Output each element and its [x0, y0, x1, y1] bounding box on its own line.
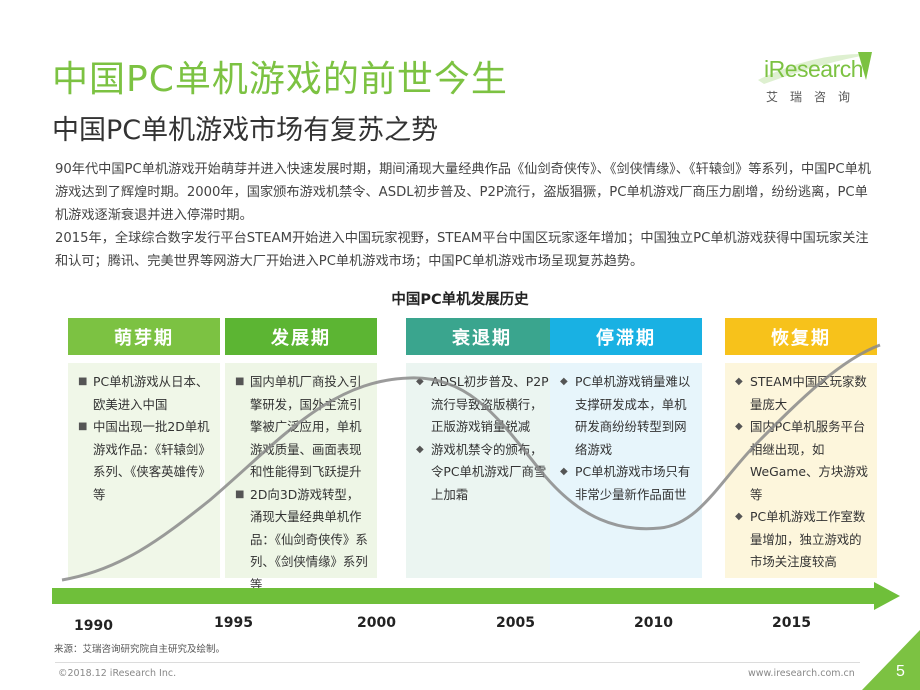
stage-item-text: PC单机游戏从日本、欧美进入中国 — [93, 374, 209, 412]
year-label: 2010 — [634, 615, 673, 631]
diamond-bullet-icon: ◆ — [735, 376, 743, 387]
page-corner-decoration — [862, 630, 920, 690]
stage-item: ◆ PC单机游戏销量难以支撑研发成本，单机研发商纷纷转型到网络游戏 — [558, 371, 696, 461]
page-number: 5 — [896, 663, 905, 680]
stage-header: 萌芽期 — [68, 318, 220, 355]
chart-title: 中国PC单机发展历史 — [391, 292, 529, 308]
stage-item-text: PC单机游戏市场只有非常少量新作品面世 — [575, 464, 691, 502]
stage-item: ◆ 国内PC单机服务平台相继出现，如WeGame、方块游戏等 — [733, 416, 871, 506]
stage-header: 恢复期 — [725, 318, 877, 355]
square-bullet-icon: ■ — [78, 376, 88, 387]
diamond-bullet-icon: ◆ — [735, 511, 743, 522]
source-note: 来源：艾瑞咨询研究院自主研究及绘制。 — [54, 644, 226, 655]
stage-item: ◆ STEAM中国区玩家数量庞大 — [733, 371, 871, 416]
footer-copyright: ©2018.12 iResearch Inc. — [58, 668, 177, 679]
logo-swoosh-icon — [758, 52, 872, 84]
year-label: 2015 — [772, 615, 811, 631]
page-subtitle: 中国PC单机游戏市场有复苏之势 — [52, 115, 439, 146]
timeline-arrow — [52, 582, 900, 610]
stage-item: ■ 中国出现一批2D单机游戏作品：《轩辕剑》系列、《侠客英雄传》等 — [76, 416, 214, 506]
stage-item-text: 国内单机厂商投入引擎研发，国外主流引擎被广泛应用，单机游戏质量、画面表现和性能得… — [250, 374, 362, 479]
page-title: 中国PC单机游戏的前世今生 — [52, 59, 508, 100]
stage-item-text: ADSL初步普及、P2P流行导致盗版横行，正版游戏销量锐减 — [431, 374, 549, 434]
stage-item-text: 2D向3D游戏转型，涌现大量经典单机作品：《仙剑奇侠传》系列、《剑侠情缘》系列等 — [250, 486, 368, 592]
year-label: 1995 — [214, 615, 253, 631]
diamond-bullet-icon: ◆ — [560, 376, 568, 387]
diamond-bullet-icon: ◆ — [735, 421, 743, 432]
stage-item-text: 游戏机禁令的颁布，令PC单机游戏厂商雪上加霜 — [431, 441, 547, 502]
stage-header: 停滞期 — [550, 318, 702, 355]
stage-item-text: PC单机游戏销量难以支撑研发成本，单机研发商纷纷转型到网络游戏 — [575, 374, 691, 457]
diamond-bullet-icon: ◆ — [416, 376, 424, 387]
intro-text: 90年代中国PC单机游戏开始萌芽并进入快速发展时期，期间涌现大量经典作品《仙剑奇… — [55, 158, 875, 273]
intro-paragraph-2: 2015年，全球综合数字发行平台STEAM开始进入中国玩家视野，STEAM平台中… — [55, 231, 869, 269]
stage-box: ◆ PC单机游戏销量难以支撑研发成本，单机研发商纷纷转型到网络游戏 ◆ PC单机游戏市… — [550, 363, 702, 578]
year-label: 2005 — [496, 615, 535, 631]
logo-wordmark: iResearch — [764, 56, 864, 82]
stage-item-text: 国内PC单机服务平台相继出现，如WeGame、方块游戏等 — [750, 419, 868, 502]
stage-item: ◆ ADSL初步普及、P2P流行导致盗版横行，正版游戏销量锐减 — [414, 371, 552, 439]
stage-item: ■ 2D向3D游戏转型，涌现大量经典单机作品：《仙剑奇侠传》系列、《剑侠情缘》系列… — [233, 484, 371, 597]
stage-item-text: STEAM中国区玩家数量庞大 — [750, 374, 867, 412]
diamond-bullet-icon: ◆ — [560, 466, 568, 477]
stage-item: ◆ PC单机游戏市场只有非常少量新作品面世 — [558, 461, 696, 506]
stage-item: ■ PC单机游戏从日本、欧美进入中国 — [76, 371, 214, 416]
stage-header: 发展期 — [225, 318, 377, 355]
stage-item-text: PC单机游戏工作室数量增加，独立游戏的市场关注度较高 — [750, 509, 866, 569]
stage-box: ◆ STEAM中国区玩家数量庞大 ◆ 国内PC单机服务平台相继出现，如WeGame、方… — [725, 363, 877, 578]
logo-chinese: 艾瑞咨询 — [766, 90, 863, 104]
stage-box: ◆ ADSL初步普及、P2P流行导致盗版横行，正版游戏销量锐减 ◆ 游戏机禁令的颁布，… — [406, 363, 558, 578]
intro-paragraph-1: 90年代中国PC单机游戏开始萌芽并进入快速发展时期，期间涌现大量经典作品《仙剑奇… — [55, 162, 871, 223]
stage-box: ■ 国内单机厂商投入引擎研发，国外主流引擎被广泛应用，单机游戏质量、画面表现和性能… — [225, 363, 377, 592]
stage-item: ◆ 游戏机禁令的颁布，令PC单机游戏厂商雪上加霜 — [414, 439, 552, 507]
footer-divider — [55, 662, 860, 663]
stage-item: ◆ PC单机游戏工作室数量增加，独立游戏的市场关注度较高 — [733, 506, 871, 574]
footer-website: www.iresearch.com.cn — [748, 668, 855, 679]
stage-item-text: 中国出现一批2D单机游戏作品：《轩辕剑》系列、《侠客英雄传》等 — [93, 419, 211, 502]
year-label: 1990 — [74, 618, 113, 634]
square-bullet-icon: ■ — [235, 376, 245, 387]
stage-item: ■ 国内单机厂商投入引擎研发，国外主流引擎被广泛应用，单机游戏质量、画面表现和性能… — [233, 371, 371, 484]
diamond-bullet-icon: ◆ — [416, 443, 424, 455]
iresearch-logo: iResearch 艾瑞咨询 — [754, 50, 874, 110]
stage-box: ■ PC单机游戏从日本、欧美进入中国 ■ 中国出现一批2D单机游戏作品：《轩辕剑》系列… — [68, 363, 220, 578]
stage-header: 衰退期 — [406, 318, 558, 355]
square-bullet-icon: ■ — [78, 421, 88, 432]
square-bullet-icon: ■ — [235, 488, 245, 500]
year-label: 2000 — [357, 615, 396, 631]
